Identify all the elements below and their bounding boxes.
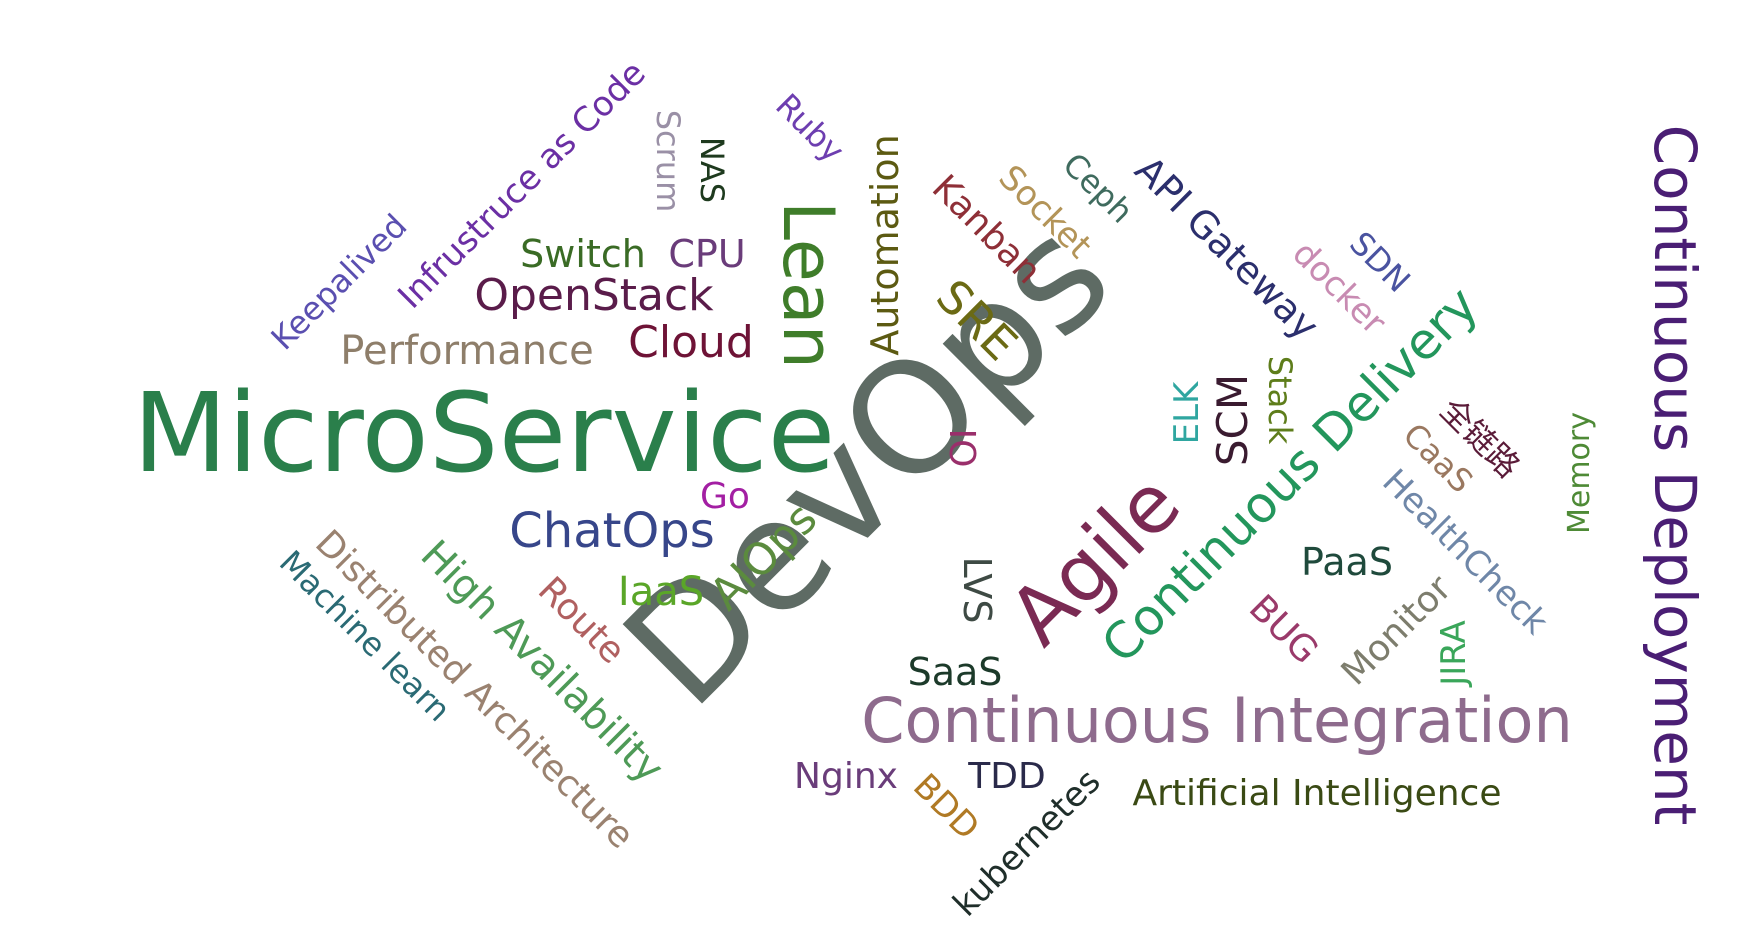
- word-scrum: Scrum: [649, 109, 687, 213]
- word-nginx: Nginx: [794, 756, 898, 797]
- word-stack: Stack: [1261, 355, 1299, 445]
- word-lvs: LVS: [955, 556, 999, 624]
- word-jira: JIRA: [1434, 620, 1474, 686]
- word-lean: Lean: [767, 200, 849, 370]
- word-openstack: OpenStack: [474, 270, 714, 321]
- word-bug: BUG: [1240, 587, 1326, 673]
- word-cloud: Cloud: [628, 317, 754, 368]
- word-nas: NAS: [693, 136, 731, 204]
- word-elk: ELK: [1167, 381, 1207, 445]
- word-tdd: TDD: [968, 756, 1046, 797]
- word-ruby: Ruby: [768, 86, 852, 170]
- word-memory: Memory: [1562, 411, 1597, 535]
- word-microservice: MicroService: [132, 369, 836, 497]
- word-iaas: IaaS: [617, 569, 705, 615]
- word-continuous-deployment: Continuous Deployment: [1641, 124, 1709, 826]
- word-artificial-intelligence: Artificial Intelligence: [1132, 773, 1502, 814]
- word-saas: SaaS: [907, 650, 1003, 694]
- word-scm: SCM: [1208, 373, 1257, 467]
- word-io: IO: [941, 428, 982, 468]
- word-chatops: ChatOps: [509, 503, 715, 559]
- word-paas: PaaS: [1301, 540, 1393, 584]
- word-api-gateway: API Gateway: [1126, 147, 1328, 349]
- word-performance: Performance: [340, 328, 594, 374]
- word-continuous-integration: Continuous Integration: [861, 684, 1573, 757]
- word-switch: Switch: [520, 232, 646, 276]
- word-automation: Automation: [863, 134, 907, 356]
- word-cpu: CPU: [668, 232, 746, 276]
- word-go: Go: [700, 476, 750, 517]
